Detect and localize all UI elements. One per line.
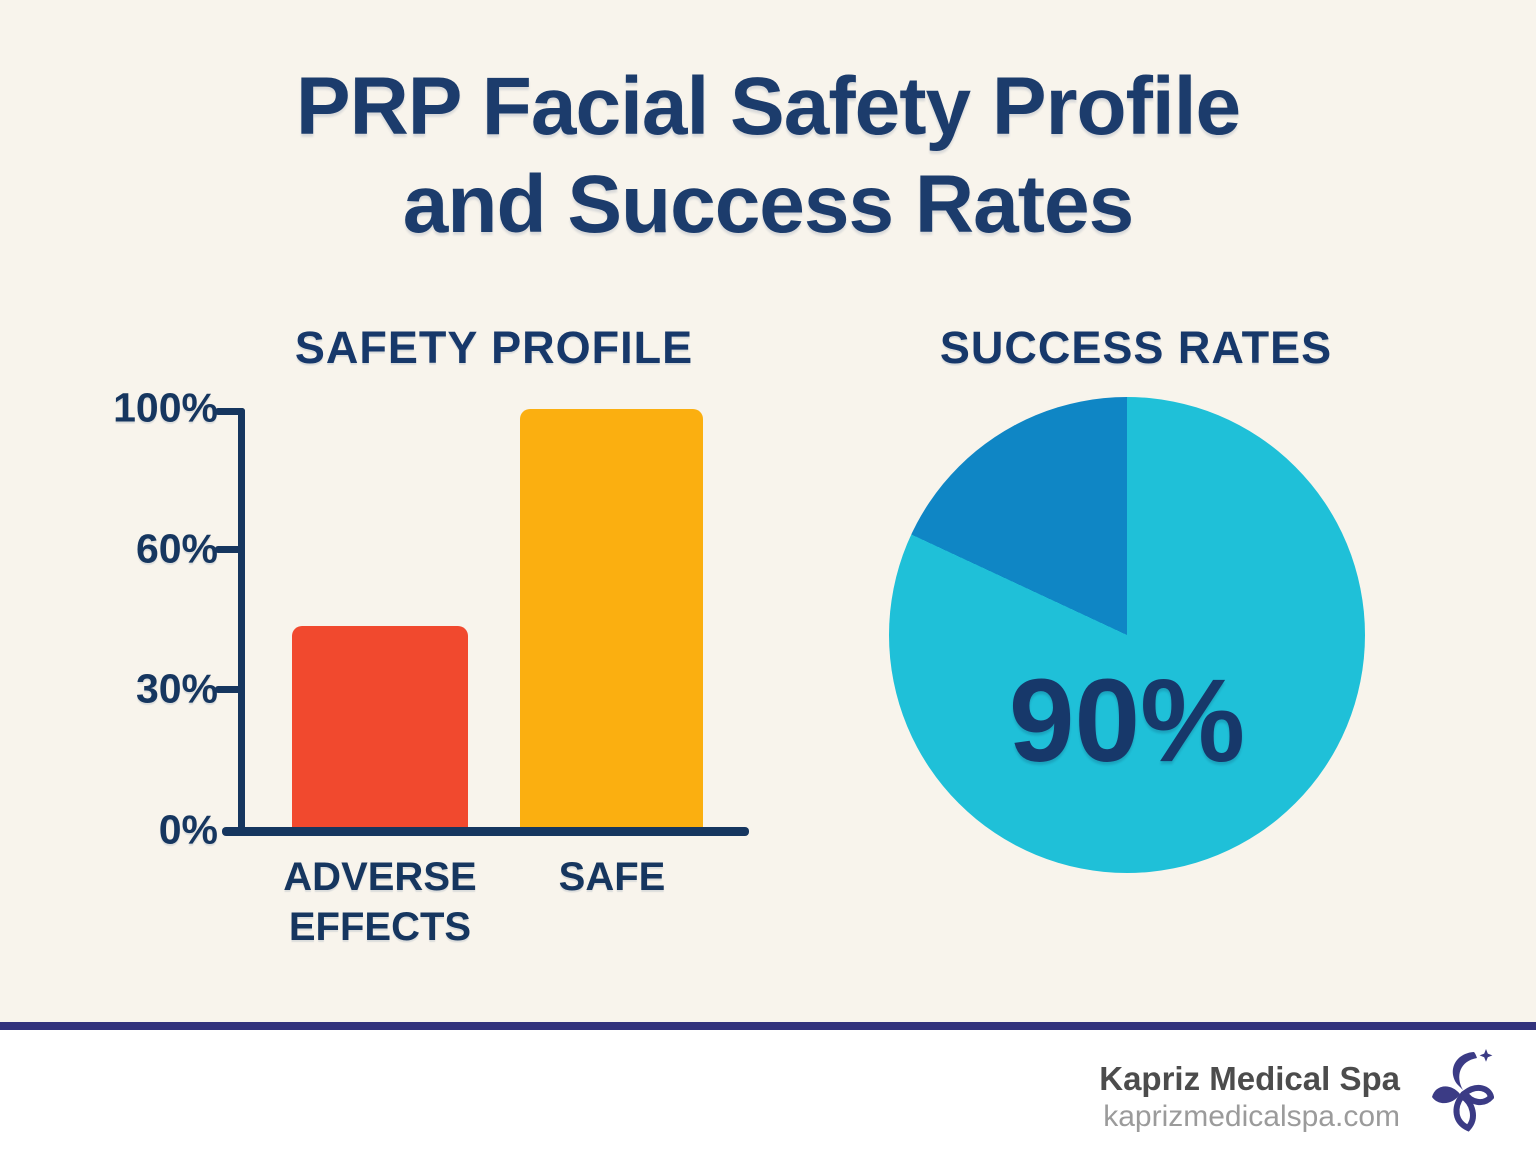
page-title-line-1: PRP Facial Safety Profile [295, 61, 1241, 152]
success-rate-pie-chart: 90% [889, 397, 1365, 873]
footer-background [0, 1030, 1536, 1154]
page-title-line-2: and Success Rates [402, 159, 1135, 251]
bar-chart-plot-area: 100% 60% 30% 0% [113, 385, 750, 853]
brand-name: Kapriz Medical Spa [1099, 1060, 1400, 1097]
page-title: PRP Facial Safety Profile and Success Ra… [0, 58, 1536, 255]
y-axis-tick-label: 60% [135, 525, 218, 572]
pie-percentage-label: 90% [1008, 654, 1246, 787]
axis-tick-mark [215, 686, 245, 694]
kapriz-bird-logo-icon [1432, 1049, 1494, 1132]
bar-chart-title: SAFETY PROFILE [294, 322, 694, 373]
bar-safe [520, 409, 703, 828]
pie-chart-title: SUCCESS RATES [939, 322, 1333, 373]
y-axis-tick-label: 30% [135, 665, 218, 712]
y-axis-line [238, 408, 245, 830]
bar-adverse-effects [292, 626, 468, 828]
axis-tick-mark [215, 545, 245, 553]
y-axis-tick-label: 0% [158, 806, 218, 853]
bar-label-safe: SAFE [558, 855, 666, 899]
x-axis-line [222, 827, 749, 836]
footer-divider-line [0, 1022, 1536, 1030]
brand-website: kaprizmedicalspa.com [1103, 1100, 1400, 1133]
bar-label-adverse-effects: ADVERSE EFFECTS [283, 855, 477, 949]
y-axis-tick-label: 100% [113, 384, 218, 431]
axis-tick-mark [215, 408, 245, 415]
